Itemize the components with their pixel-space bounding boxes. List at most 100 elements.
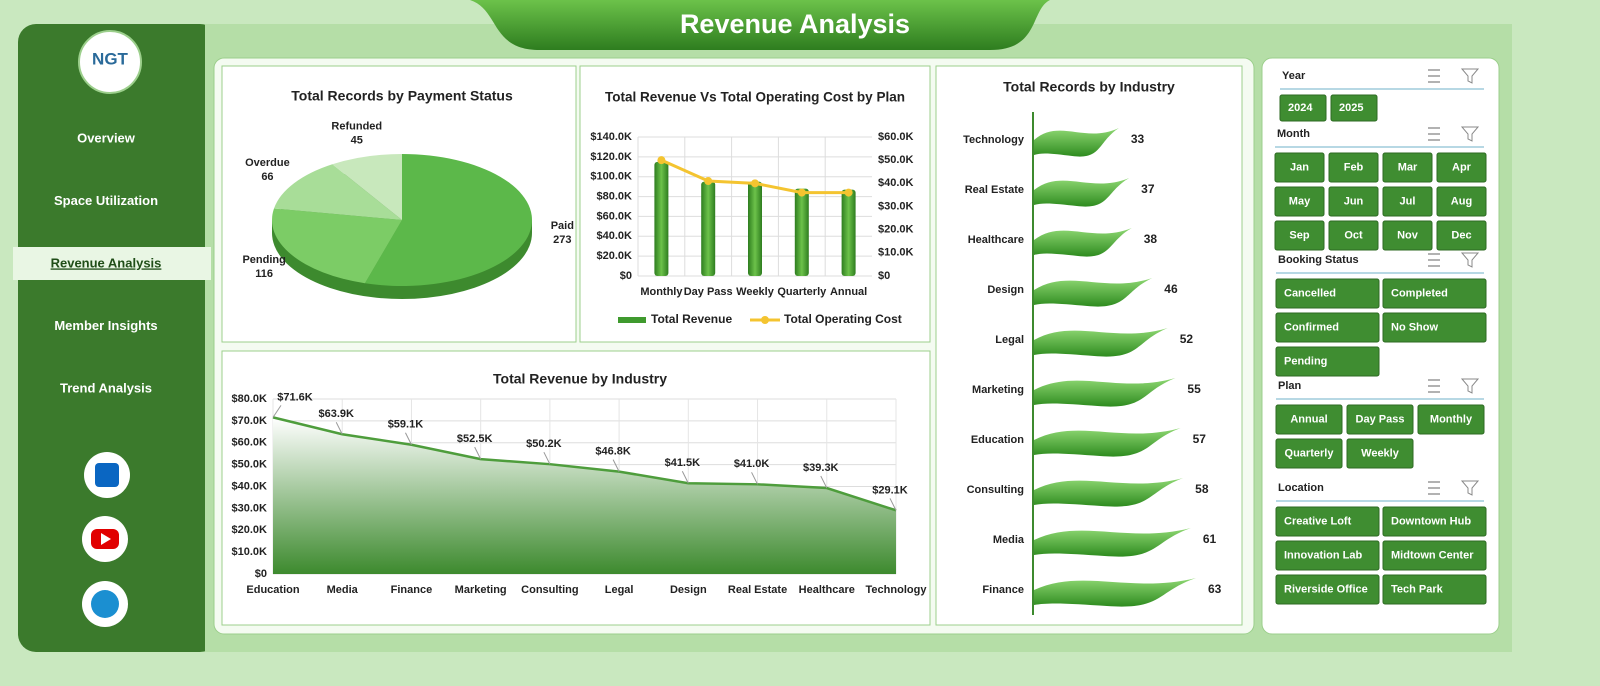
- slicer-item[interactable]: Quarterly: [1285, 447, 1335, 459]
- slicer-button[interactable]: [1275, 438, 1343, 469]
- slicer-item[interactable]: Riverside Office: [1284, 583, 1368, 595]
- x-tick-label: Weekly: [736, 286, 775, 298]
- slicer-button[interactable]: [1382, 186, 1433, 217]
- slicer-button[interactable]: [1346, 404, 1414, 435]
- slicer-item[interactable]: Innovation Lab: [1284, 549, 1363, 561]
- value-label: 38: [1144, 232, 1158, 246]
- x-tick-label: Technology: [866, 584, 928, 596]
- slicer-item[interactable]: Creative Loft: [1284, 515, 1352, 527]
- slicer-item[interactable]: Downtown Hub: [1391, 515, 1471, 527]
- bar: [748, 181, 762, 276]
- legend-swatch: [618, 317, 646, 323]
- value-label: 63: [1208, 582, 1222, 596]
- y-tick-label: Finance: [982, 584, 1024, 596]
- clear-filter-icon[interactable]: [1460, 126, 1480, 142]
- slicer-button[interactable]: [1382, 312, 1487, 343]
- nav-item[interactable]: Revenue Analysis: [51, 255, 162, 270]
- slicer-button[interactable]: [1279, 94, 1327, 122]
- slicer-button[interactable]: [1382, 540, 1487, 571]
- value-label: $39.3K: [803, 462, 839, 474]
- leader: [543, 451, 551, 465]
- slicer-item[interactable]: Aug: [1451, 195, 1472, 207]
- slicer-item[interactable]: Day Pass: [1356, 413, 1405, 425]
- slicer-button[interactable]: [1328, 152, 1379, 183]
- slicer-item[interactable]: Sep: [1289, 229, 1309, 241]
- slicer-button[interactable]: [1274, 186, 1325, 217]
- slicer-button[interactable]: [1274, 220, 1325, 251]
- slicer-item[interactable]: Midtown Center: [1391, 549, 1474, 561]
- slicer-item[interactable]: Weekly: [1361, 447, 1400, 459]
- value-label: 61: [1203, 532, 1217, 546]
- slice-label: Paid: [551, 220, 574, 232]
- clear-filter-icon[interactable]: [1460, 252, 1480, 268]
- y-tick-label: $70.0K: [232, 415, 268, 427]
- nav-item[interactable]: Member Insights: [54, 318, 157, 333]
- slicer-button[interactable]: [1382, 506, 1487, 537]
- slicer-button[interactable]: [1436, 152, 1487, 183]
- slicer-item[interactable]: 2024: [1288, 102, 1313, 114]
- slicer-item[interactable]: No Show: [1391, 321, 1438, 333]
- slicer-item[interactable]: 2025: [1339, 102, 1363, 114]
- slicer-button[interactable]: [1328, 220, 1379, 251]
- slicer-button[interactable]: [1346, 438, 1414, 469]
- y-tick-label: $40.0K: [597, 230, 633, 242]
- bar: [1034, 128, 1119, 157]
- slicer-button[interactable]: [1275, 404, 1343, 435]
- slicer-item[interactable]: Nov: [1397, 229, 1419, 241]
- slicer-item[interactable]: Jul: [1400, 195, 1416, 207]
- pie-slice: [274, 164, 402, 220]
- slicer-button[interactable]: [1328, 186, 1379, 217]
- slicer-item[interactable]: Feb: [1344, 161, 1364, 173]
- slicer-button[interactable]: [1275, 506, 1380, 537]
- bar: [654, 161, 669, 276]
- slicer-button[interactable]: [1330, 94, 1378, 122]
- slicer-button[interactable]: [1436, 186, 1487, 217]
- select-icon[interactable]: [1428, 253, 1440, 267]
- slicer-button[interactable]: [1436, 220, 1487, 251]
- slicer-item[interactable]: Oct: [1344, 229, 1363, 241]
- nav-item[interactable]: Trend Analysis: [60, 380, 152, 395]
- slicer-button[interactable]: [1382, 220, 1433, 251]
- y2-tick-label: $10.0K: [878, 247, 914, 259]
- clear-filter-icon[interactable]: [1460, 378, 1480, 394]
- value-label: 52: [1180, 332, 1194, 346]
- slicer-button[interactable]: [1274, 152, 1325, 183]
- logo: [78, 30, 142, 94]
- nav-item[interactable]: Space Utilization: [54, 193, 158, 208]
- slicer-item[interactable]: Pending: [1284, 355, 1327, 367]
- slicer-item[interactable]: Dec: [1451, 229, 1471, 241]
- slicer-item[interactable]: Monthly: [1430, 413, 1473, 425]
- clear-filter-icon[interactable]: [1460, 480, 1480, 496]
- clear-filter-icon[interactable]: [1460, 68, 1480, 84]
- y-tick-label: $40.0K: [232, 480, 268, 492]
- slicer-item[interactable]: Tech Park: [1391, 583, 1444, 595]
- bar: [1034, 428, 1181, 457]
- slicer-button[interactable]: [1275, 574, 1380, 605]
- slicer-button[interactable]: [1275, 346, 1380, 377]
- nav-item[interactable]: Overview: [77, 130, 136, 145]
- slicer-button[interactable]: [1382, 152, 1433, 183]
- slicer-button[interactable]: [1275, 540, 1380, 571]
- slicer-item[interactable]: Apr: [1452, 161, 1472, 173]
- leader: [612, 459, 620, 472]
- slicer-item[interactable]: Confirmed: [1284, 321, 1339, 333]
- slicer-button[interactable]: [1275, 312, 1380, 343]
- value-label: $41.0K: [734, 458, 770, 470]
- slicer-button[interactable]: [1417, 404, 1485, 435]
- slicer-button[interactable]: [1382, 278, 1487, 309]
- slicer-button[interactable]: [1275, 278, 1380, 309]
- slicer-item[interactable]: Completed: [1391, 287, 1448, 299]
- slicer-item[interactable]: Jun: [1344, 195, 1364, 207]
- slicer-item[interactable]: May: [1289, 195, 1311, 207]
- select-icon[interactable]: [1428, 481, 1440, 495]
- slicer-item[interactable]: Jan: [1290, 161, 1309, 173]
- slicer-item[interactable]: Mar: [1398, 161, 1418, 173]
- slicer-button[interactable]: [1382, 574, 1487, 605]
- slicer-item[interactable]: Cancelled: [1284, 287, 1336, 299]
- select-icon[interactable]: [1428, 379, 1440, 393]
- leader: [474, 446, 482, 460]
- select-icon[interactable]: [1428, 127, 1440, 141]
- select-icon[interactable]: [1428, 69, 1440, 83]
- slicer-item[interactable]: Annual: [1290, 413, 1327, 425]
